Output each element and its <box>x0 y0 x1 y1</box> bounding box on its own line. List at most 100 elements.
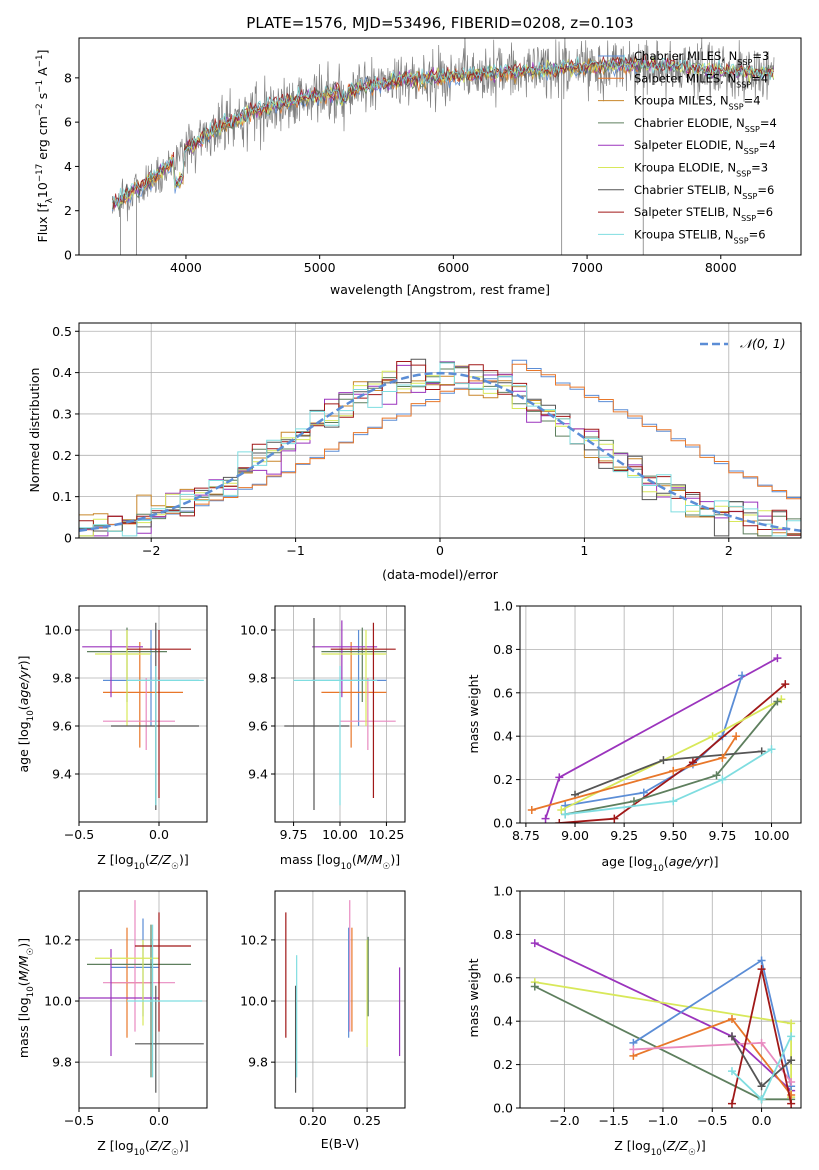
ebv_mass-frame <box>274 890 406 1109</box>
zage-xlabel: Z [log10(Z/Z☉)] <box>97 852 188 872</box>
x-tick-label: 4000 <box>170 260 202 275</box>
x-tick-label: 0.25 <box>353 1113 381 1128</box>
plus-marker <box>757 956 766 965</box>
x-tick-label: −2 <box>142 543 160 558</box>
x-tick-label: 1 <box>580 543 588 558</box>
plus-marker <box>727 1067 736 1076</box>
y-tick-label: 0.2 <box>493 772 513 787</box>
plus-marker <box>669 766 678 775</box>
plus-marker <box>708 732 717 741</box>
y-tick-label: 9.8 <box>248 1055 268 1070</box>
x-tick-label: 9.75 <box>708 828 736 843</box>
x-tick-label: 5000 <box>304 260 336 275</box>
mass_age-axes <box>275 606 405 822</box>
x-tick-label: −1.5 <box>598 1113 628 1128</box>
weight-line-chabrier-miles <box>565 675 743 807</box>
plus-marker <box>787 1056 796 1065</box>
ageweight-ylabel: mass weight <box>466 674 481 753</box>
x-tick-label: 9.50 <box>659 828 687 843</box>
y-tick-label: 0.3 <box>52 406 72 421</box>
y-tick-label: 0.8 <box>493 927 513 942</box>
x-tick-label: 8000 <box>705 260 737 275</box>
y-tick-label: 1.0 <box>493 599 513 614</box>
plus-marker <box>727 1015 736 1024</box>
y-tick-label: 0 <box>64 531 72 546</box>
ebv_mass-plot <box>285 900 401 1093</box>
plus-marker <box>781 680 790 689</box>
plus-marker <box>757 747 766 756</box>
plus-marker <box>738 671 747 680</box>
plus-marker <box>767 745 776 754</box>
x-tick-label: −0.5 <box>64 1113 94 1128</box>
zweight-ylabel: mass weight <box>466 958 481 1037</box>
z_mass-plot <box>79 900 204 1093</box>
y-tick-label: 10.2 <box>44 932 72 947</box>
zweight-xlabel: Z [log10(Z/Z☉)] <box>614 1138 705 1158</box>
weight-line-salpeter-miles <box>531 735 737 811</box>
x-tick-label: −0.5 <box>64 827 94 842</box>
legend-label: Salpeter ELODIE, NSSP=4 <box>634 138 776 156</box>
y-tick-label: 0.2 <box>493 1057 513 1072</box>
ebv-xlabel: E(B-V) <box>321 1136 360 1151</box>
y-tick-label: 0.4 <box>493 1014 513 1029</box>
plus-marker <box>727 1099 736 1108</box>
y-tick-label: 0.2 <box>52 448 72 463</box>
z_mass-frame <box>78 890 208 1109</box>
plus-marker <box>530 982 539 991</box>
x-tick-label: 9.00 <box>561 828 589 843</box>
x-tick-label: 9.25 <box>610 828 638 843</box>
y-tick-label: 4 <box>64 159 72 174</box>
y-tick-label: 2 <box>64 203 72 218</box>
x-tick-label: 10.00 <box>322 827 358 842</box>
y-tick-label: 1.0 <box>493 884 513 899</box>
y-tick-label: 9.4 <box>248 767 268 782</box>
z_weight-plot <box>530 939 796 1108</box>
plus-marker <box>727 1032 736 1041</box>
plus-marker <box>718 753 727 762</box>
y-tick-label: 10.0 <box>44 994 72 1009</box>
plus-marker <box>718 775 727 784</box>
data-spectrum-line <box>112 38 775 222</box>
plus-marker <box>555 819 564 823</box>
y-tick-label: 0.6 <box>493 970 513 985</box>
weight-line-salpeter-elodie <box>544 657 778 819</box>
plus-marker <box>541 814 550 823</box>
plus-marker <box>787 1032 796 1041</box>
legend-label: Chabrier ELODIE, NSSP=4 <box>634 116 777 133</box>
y-tick-label: 0.5 <box>52 324 72 339</box>
spectrum-frame <box>78 37 802 256</box>
legend-label: 𝒩(0, 1) <box>740 336 786 351</box>
legend-label: Chabrier MILES, NSSP=3 <box>634 49 769 67</box>
y-tick-label: 6 <box>64 115 72 130</box>
z_age-plot <box>82 622 204 810</box>
histogram-plot <box>79 358 801 538</box>
x-tick-label: −2.0 <box>549 1113 579 1128</box>
spectrum-xlabel: wavelength [Angstrom, rest frame] <box>330 282 550 297</box>
y-tick-label: 0.8 <box>493 642 513 657</box>
plus-marker <box>629 1045 638 1054</box>
plus-marker <box>712 771 721 780</box>
age_weight-frame <box>519 605 802 824</box>
y-tick-label: 10.2 <box>240 932 268 947</box>
zage-ylabel: age [log10(age/yr)] <box>16 655 36 772</box>
y-tick-label: 0 <box>64 248 72 263</box>
x-tick-label: 0 <box>436 543 444 558</box>
y-tick-label: 0.1 <box>52 489 72 504</box>
weight-line-salpeter-stelib <box>559 683 786 823</box>
plus-marker <box>530 939 539 948</box>
y-tick-label: 8 <box>64 70 72 85</box>
x-tick-label: 10.25 <box>369 827 405 842</box>
massage-xlabel: mass [log10(M/M☉)] <box>280 852 400 872</box>
y-tick-label: 0.4 <box>52 365 72 380</box>
y-tick-label: 9.4 <box>52 767 72 782</box>
x-tick-label: 10.00 <box>754 828 790 843</box>
model-line-salpeter-stelib <box>112 53 774 210</box>
plus-marker <box>659 756 668 765</box>
z_weight-frame <box>519 890 802 1109</box>
weight-line-kroupa-stelib <box>565 748 772 816</box>
x-tick-label: 0.0 <box>752 1113 772 1128</box>
y-tick-label: 9.6 <box>52 719 72 734</box>
ebv_mass-axes <box>275 891 405 1108</box>
x-tick-label: 2 <box>725 543 733 558</box>
